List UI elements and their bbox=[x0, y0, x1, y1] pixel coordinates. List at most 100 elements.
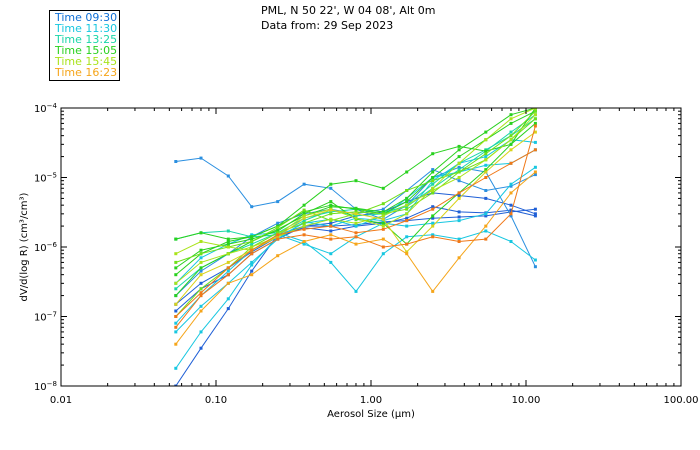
y-tick-label: 10−6 bbox=[34, 241, 58, 254]
data-point bbox=[174, 315, 178, 318]
data-point bbox=[329, 229, 333, 233]
data-point bbox=[405, 242, 409, 246]
data-point bbox=[405, 189, 409, 192]
data-point bbox=[174, 266, 178, 270]
data-point bbox=[302, 182, 306, 186]
data-point bbox=[509, 240, 513, 243]
data-point bbox=[457, 144, 461, 148]
data-point bbox=[484, 138, 488, 142]
data-point bbox=[381, 186, 385, 190]
data-point bbox=[199, 330, 203, 334]
data-point bbox=[329, 208, 333, 212]
data-point bbox=[199, 256, 203, 260]
data-point bbox=[276, 254, 280, 258]
legend-item-1505: Time 15:05 bbox=[55, 44, 118, 57]
series-line bbox=[175, 123, 536, 276]
data-point bbox=[381, 202, 385, 206]
data-point bbox=[199, 346, 203, 350]
y-axis-label: dV/d(log R) (cm³/cm³) bbox=[19, 192, 30, 301]
data-point bbox=[302, 221, 306, 225]
data-point bbox=[199, 291, 203, 295]
data-point bbox=[276, 235, 280, 239]
data-point bbox=[329, 260, 333, 264]
data-point bbox=[484, 130, 488, 134]
series-23 bbox=[174, 148, 537, 318]
data-point bbox=[174, 309, 178, 313]
data-point bbox=[381, 224, 385, 228]
data-point bbox=[533, 265, 537, 269]
data-point bbox=[354, 210, 358, 214]
data-point bbox=[509, 142, 513, 146]
data-point bbox=[533, 124, 537, 128]
data-point bbox=[329, 217, 333, 221]
data-point bbox=[302, 208, 306, 212]
data-point bbox=[405, 219, 409, 223]
data-point bbox=[199, 231, 203, 235]
data-point bbox=[174, 330, 178, 334]
data-point bbox=[431, 189, 435, 192]
data-point bbox=[484, 158, 488, 162]
data-point bbox=[354, 242, 358, 246]
data-point bbox=[302, 203, 306, 207]
data-point bbox=[381, 217, 385, 221]
station-info: PML, N 50 22', W 04 08', Alt 0m bbox=[261, 4, 436, 17]
data-point bbox=[302, 227, 306, 231]
data-point bbox=[533, 140, 537, 144]
data-point bbox=[431, 214, 435, 218]
data-point bbox=[199, 240, 203, 243]
data-point bbox=[533, 121, 537, 125]
data-point bbox=[354, 224, 358, 228]
data-point bbox=[199, 252, 203, 256]
data-point bbox=[457, 194, 461, 197]
data-point bbox=[509, 117, 513, 121]
data-point bbox=[302, 212, 306, 216]
data-point bbox=[302, 240, 306, 243]
data-point bbox=[405, 170, 409, 174]
data-point bbox=[354, 179, 358, 183]
data-point bbox=[250, 233, 254, 237]
data-point bbox=[533, 170, 537, 174]
data-point bbox=[226, 297, 230, 301]
data-point bbox=[431, 224, 435, 228]
data-point bbox=[354, 289, 358, 293]
legend-item-1545: Time 15:45 bbox=[55, 55, 118, 68]
data-point bbox=[354, 221, 358, 225]
data-point bbox=[509, 184, 513, 188]
data-point bbox=[250, 240, 254, 243]
data-point bbox=[354, 206, 358, 210]
data-point bbox=[174, 384, 178, 386]
data-point bbox=[431, 152, 435, 156]
data-point bbox=[329, 212, 333, 216]
data-point bbox=[381, 245, 385, 249]
data-point bbox=[174, 237, 178, 241]
data-point bbox=[405, 224, 409, 228]
data-point bbox=[431, 207, 435, 211]
data-point bbox=[405, 203, 409, 207]
data-point bbox=[509, 203, 513, 207]
data-point bbox=[199, 273, 203, 277]
data-point bbox=[431, 176, 435, 179]
data-point bbox=[431, 182, 435, 186]
data-point bbox=[250, 252, 254, 256]
data-point bbox=[533, 117, 537, 121]
data-point bbox=[431, 216, 435, 220]
data-point bbox=[276, 229, 280, 233]
data-point bbox=[509, 138, 513, 142]
data-point bbox=[484, 163, 488, 167]
data-point bbox=[329, 221, 333, 225]
data-point bbox=[174, 281, 178, 285]
data-point bbox=[276, 231, 280, 235]
series-19 bbox=[174, 113, 537, 285]
data-point bbox=[302, 233, 306, 237]
data-point bbox=[276, 200, 280, 204]
data-point bbox=[354, 216, 358, 220]
data-point bbox=[405, 252, 409, 256]
data-point bbox=[199, 309, 203, 313]
data-point bbox=[329, 237, 333, 241]
data-point bbox=[533, 165, 537, 169]
data-date: Data from: 29 Sep 2023 bbox=[261, 19, 394, 32]
data-point bbox=[457, 237, 461, 241]
data-point bbox=[226, 237, 230, 241]
data-point bbox=[174, 342, 178, 346]
data-point bbox=[174, 302, 178, 306]
